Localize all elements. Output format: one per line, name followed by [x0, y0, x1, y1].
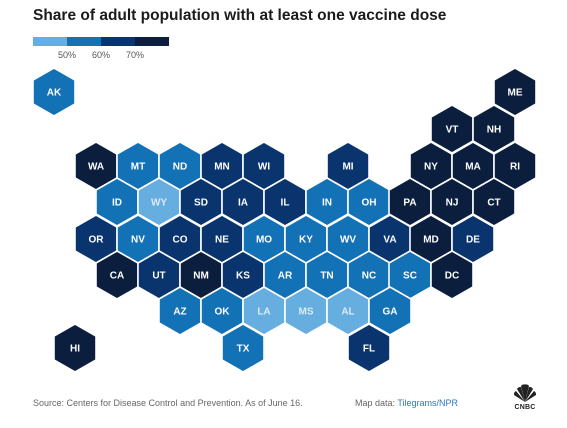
- chart-title: Share of adult population with at least …: [33, 7, 447, 24]
- state-label-mo: MO: [256, 235, 272, 246]
- state-hex-fl[interactable]: [347, 323, 391, 373]
- state-hex-me[interactable]: [493, 67, 537, 117]
- color-legend: 50% 60% 70%: [33, 37, 169, 63]
- state-label-wa: WA: [88, 162, 104, 173]
- state-hex-dc[interactable]: [430, 250, 474, 300]
- state-label-tx: TX: [237, 344, 250, 355]
- state-tile-hi[interactable]: HI: [53, 323, 97, 373]
- state-tile-tx[interactable]: TX: [221, 323, 265, 373]
- state-label-dc: DC: [445, 271, 459, 282]
- state-label-pa: PA: [403, 198, 416, 209]
- map-data-credit: Map data: Tilegrams/NPR: [355, 398, 458, 408]
- state-label-ct: CT: [487, 198, 500, 209]
- state-label-nj: NJ: [446, 198, 459, 209]
- state-hex-ga[interactable]: [368, 286, 412, 336]
- state-tile-fl[interactable]: FL: [347, 323, 391, 373]
- cnbc-logo-text: CNBC: [514, 404, 536, 411]
- state-label-ut: UT: [152, 271, 165, 282]
- state-label-oh: OH: [362, 198, 377, 209]
- legend-swatch-under-50: [33, 37, 67, 46]
- state-label-sc: SC: [403, 271, 417, 282]
- state-label-la: LA: [257, 307, 270, 318]
- state-label-wi: WI: [258, 162, 270, 173]
- state-label-de: DE: [466, 235, 480, 246]
- state-label-hi: HI: [70, 344, 80, 355]
- footer: Source: Centers for Disease Control and …: [33, 398, 458, 408]
- state-tile-ct[interactable]: CT: [472, 177, 516, 227]
- state-label-nd: ND: [173, 162, 187, 173]
- state-label-mi: MI: [342, 162, 353, 173]
- state-label-co: CO: [173, 235, 188, 246]
- state-label-ri: RI: [510, 162, 520, 173]
- map-data-label: Map data:: [355, 398, 398, 408]
- state-label-nc: NC: [362, 271, 376, 282]
- state-label-sd: SD: [194, 198, 208, 209]
- state-label-in: IN: [322, 198, 332, 209]
- state-label-nv: NV: [131, 235, 145, 246]
- state-label-id: ID: [112, 198, 122, 209]
- state-tile-nh[interactable]: NH: [472, 104, 516, 154]
- state-label-ga: GA: [383, 307, 398, 318]
- state-label-ar: AR: [278, 271, 293, 282]
- state-label-az: AZ: [173, 307, 186, 318]
- state-label-nm: NM: [193, 271, 209, 282]
- nbc-peacock-icon: [513, 384, 537, 402]
- state-label-ny: NY: [424, 162, 438, 173]
- state-label-me: ME: [508, 88, 523, 99]
- state-tile-ak[interactable]: AK: [32, 67, 76, 117]
- state-hex-nh[interactable]: [472, 104, 516, 154]
- state-label-mt: MT: [131, 162, 145, 173]
- state-hex-hi[interactable]: [53, 323, 97, 373]
- state-label-il: IL: [281, 198, 290, 209]
- state-label-or: OR: [89, 235, 105, 246]
- state-tile-ga[interactable]: GA: [368, 286, 412, 336]
- legend-swatch-60-70: [101, 37, 135, 46]
- state-tile-me[interactable]: ME: [493, 67, 537, 117]
- state-hex-ct[interactable]: [472, 177, 516, 227]
- state-label-fl: FL: [363, 344, 375, 355]
- legend-tick-70: 70%: [125, 50, 145, 60]
- state-label-ok: OK: [215, 307, 231, 318]
- legend-swatch-50-60: [67, 37, 101, 46]
- state-label-mn: MN: [214, 162, 230, 173]
- source-note: Source: Centers for Disease Control and …: [33, 398, 303, 408]
- state-label-tn: TN: [320, 271, 333, 282]
- state-label-ak: AK: [47, 88, 62, 99]
- state-label-ca: CA: [110, 271, 124, 282]
- state-label-nh: NH: [487, 125, 501, 136]
- state-label-al: AL: [341, 307, 354, 318]
- state-label-wy: WY: [151, 198, 167, 209]
- state-label-va: VA: [383, 235, 396, 246]
- state-tile-dc[interactable]: DC: [430, 250, 474, 300]
- state-label-ia: IA: [238, 198, 248, 209]
- legend-swatch-70-plus: [135, 37, 169, 46]
- state-label-ms: MS: [299, 307, 314, 318]
- legend-tick-60: 60%: [91, 50, 111, 60]
- map-data-link[interactable]: Tilegrams/NPR: [397, 398, 459, 408]
- state-label-vt: VT: [446, 125, 459, 136]
- state-label-wv: WV: [340, 235, 356, 246]
- cnbc-logo: CNBC: [508, 384, 542, 414]
- state-hex-ak[interactable]: [32, 67, 76, 117]
- legend-tick-50: 50%: [57, 50, 77, 60]
- state-label-md: MD: [423, 235, 439, 246]
- state-label-ky: KY: [299, 235, 313, 246]
- state-label-ma: MA: [465, 162, 481, 173]
- state-hex-tx[interactable]: [221, 323, 265, 373]
- state-label-ne: NE: [215, 235, 229, 246]
- state-label-ks: KS: [236, 271, 250, 282]
